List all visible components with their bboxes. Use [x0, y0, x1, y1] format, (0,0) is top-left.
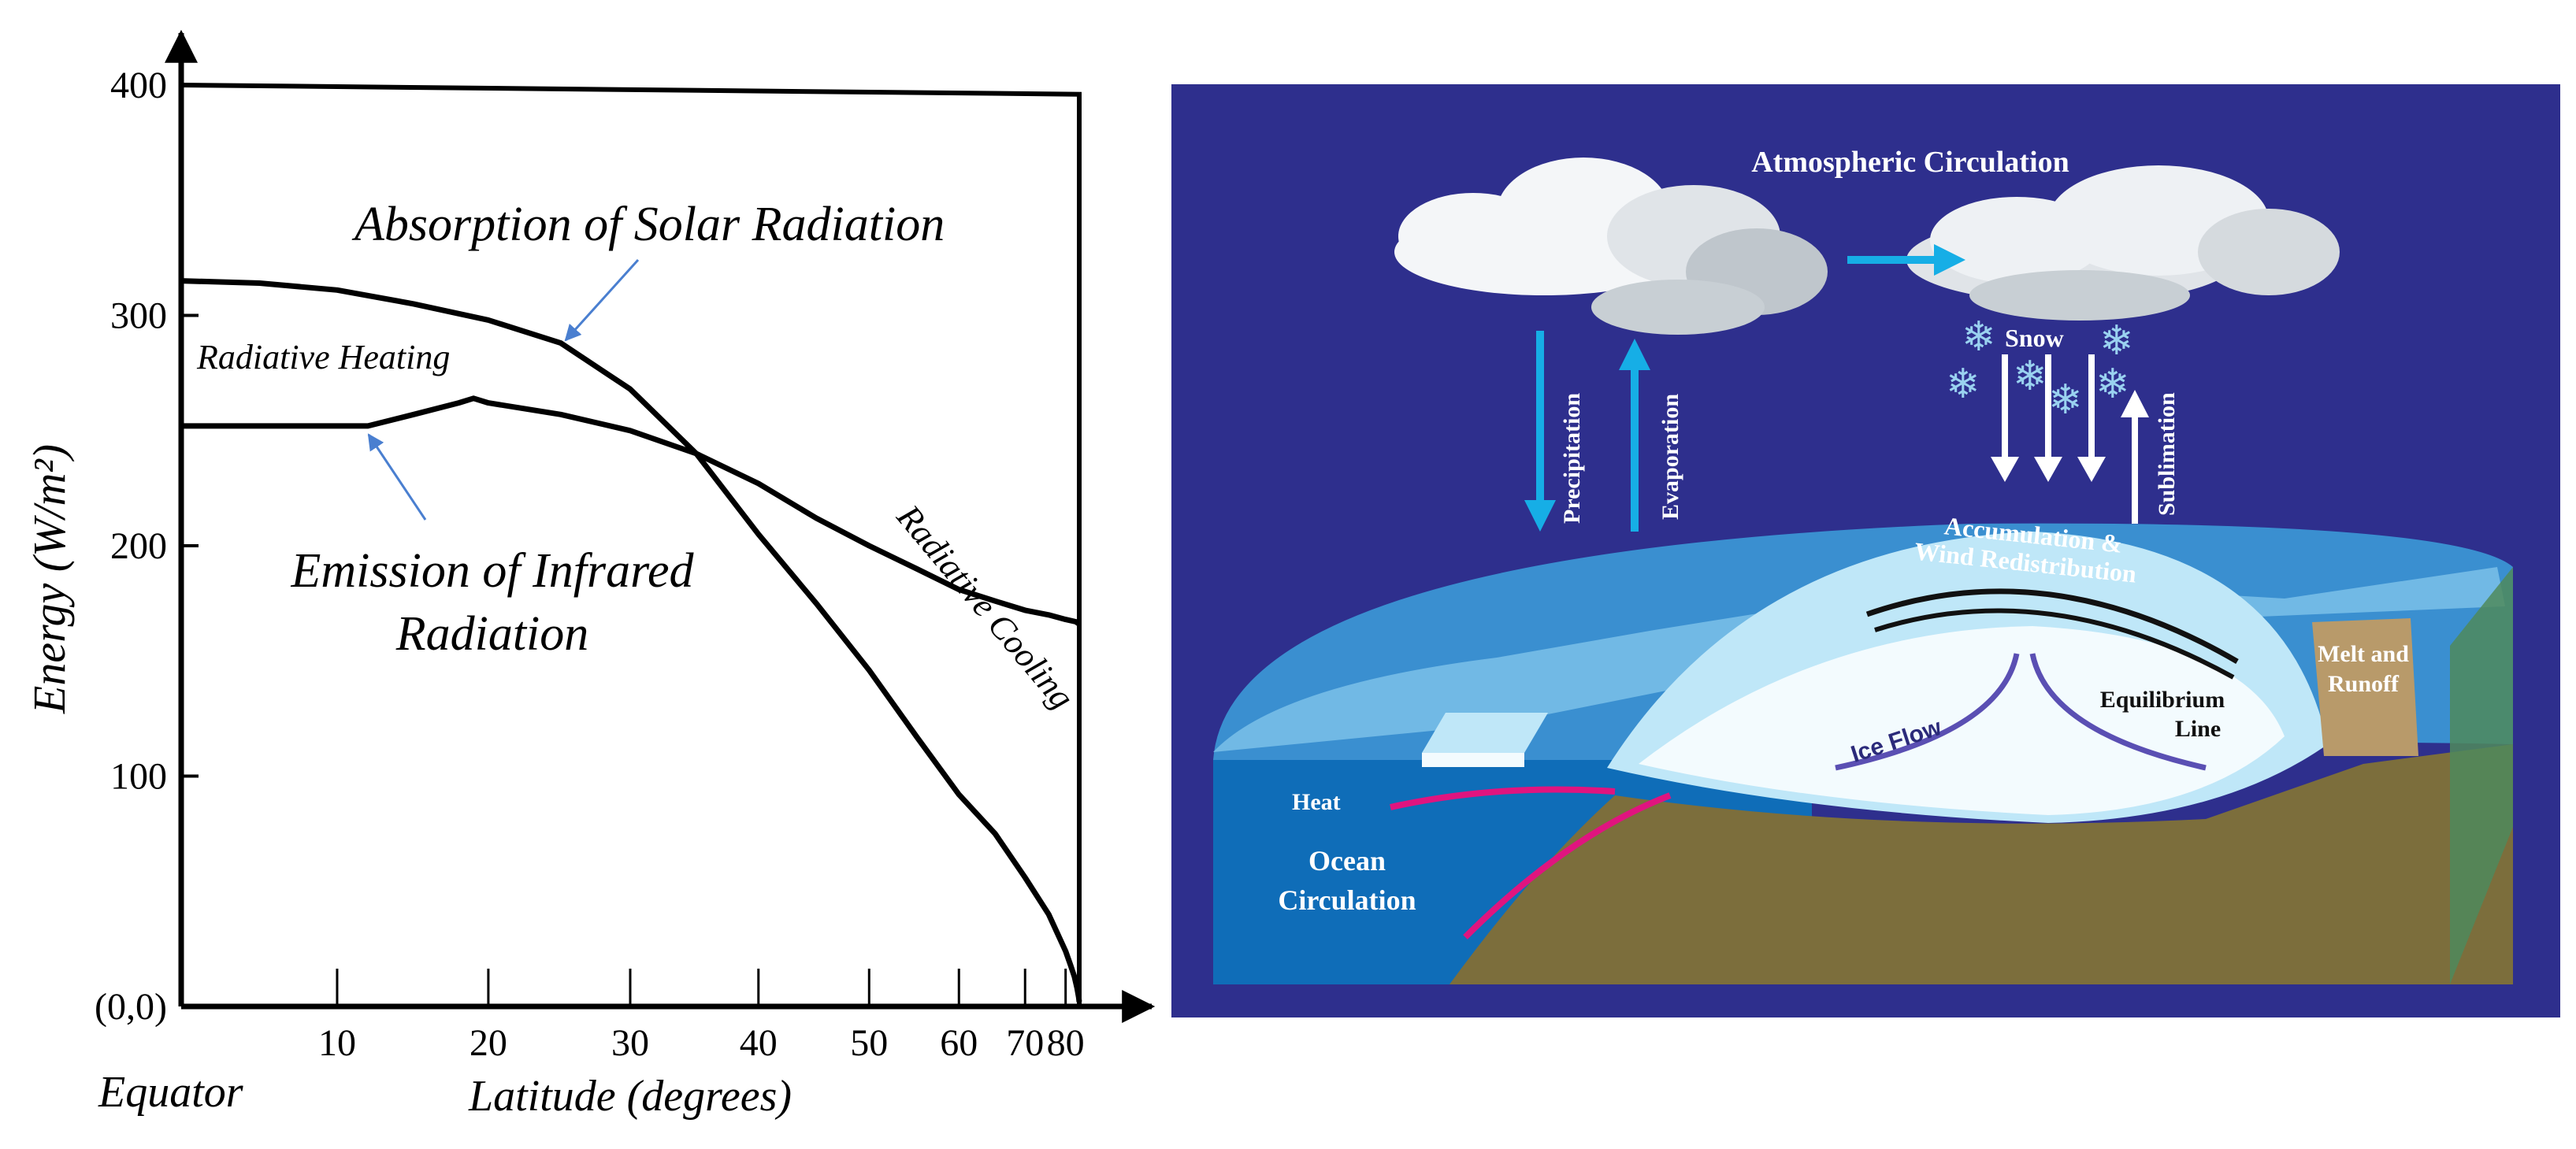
svg-text:❄: ❄ — [2013, 354, 2047, 399]
precipitation-label: Precipitation — [1559, 393, 1585, 524]
iceberg-top — [1422, 713, 1548, 753]
sublimation-arrow-head — [2121, 390, 2149, 417]
emission-pointer-arrow — [367, 433, 427, 521]
land-block — [1449, 744, 2513, 984]
cryosphere-diagram: ❄ ❄ ❄ ❄ ❄ ❄ Atmospheric Circulation Prec… — [1171, 84, 2560, 1017]
atmospheric-circulation-label: Atmospheric Circulation — [1751, 146, 2069, 179]
land-right-face — [2450, 567, 2513, 984]
ice-flow-arrow-left — [1835, 653, 2020, 771]
y-tick-label: 300 — [110, 295, 167, 337]
y-tick-label: 100 — [110, 756, 167, 798]
y-axis-label: Energy (W/m²) — [24, 444, 75, 714]
precipitation-arrow-head — [1524, 500, 1556, 532]
heat-label: Heat — [1292, 789, 1341, 815]
x-tick-label: 70 — [1006, 1022, 1044, 1064]
absorption-pointer-arrow — [564, 258, 640, 342]
radiative-cooling-label: Radiative Cooling — [889, 497, 1082, 716]
series-label-emission-line2: Radiation — [395, 607, 589, 661]
y-tick-label: 400 — [110, 65, 167, 106]
x-tick-label: 50 — [850, 1022, 888, 1064]
y-tick-label: (0,0) — [95, 986, 167, 1028]
iceberg — [1422, 753, 1524, 767]
melt-label-1: Melt and — [2318, 641, 2409, 667]
x-tick-label: 80 — [1047, 1022, 1085, 1064]
wind-redistribution-arrow-2 — [1874, 608, 2235, 680]
emission-infrared-line — [181, 395, 1082, 627]
x-origin-label: Equator — [98, 1068, 243, 1117]
ocean-circulation-label-1: Ocean — [1308, 845, 1386, 877]
evaporation-arrow-head — [1619, 339, 1650, 370]
melt-label-2: Runoff — [2328, 671, 2400, 697]
svg-text:❄: ❄ — [1962, 315, 1996, 360]
x-tick-label: 40 — [740, 1022, 778, 1064]
x-axis-label: Latitude (degrees) — [468, 1072, 792, 1121]
ice-flow-arrow-right — [2029, 653, 2207, 771]
cloud-arrow-head — [1934, 244, 1965, 276]
x-tick-label: 30 — [611, 1022, 649, 1064]
melt-runoff-area — [2312, 618, 2418, 756]
svg-text:❄: ❄ — [2048, 378, 2083, 423]
equilibrium-label-1: Equilibrium — [2100, 687, 2225, 713]
snow-arrows — [2002, 354, 2095, 461]
series-label-absorption: Absorption of Solar Radiation — [351, 198, 945, 251]
snow-arrow-heads — [1991, 457, 2106, 482]
evaporation-label: Evaporation — [1657, 394, 1683, 520]
wind-redistribution-arrow — [1865, 588, 2239, 665]
series-label-emission-line1: Emission of Infrared — [291, 544, 695, 598]
ocean-circulation-arrow — [1463, 792, 1672, 940]
equilibrium-label-2: Line — [2175, 716, 2221, 742]
axis-ticks — [181, 83, 1067, 1006]
heat-arrow — [1390, 786, 1616, 810]
y-tick-labels: (0,0) 100 200 300 400 — [95, 65, 167, 1028]
cloud-left — [1394, 158, 1828, 335]
y-tick-label: 200 — [110, 525, 167, 567]
x-tick-label: 20 — [470, 1022, 507, 1064]
absorption-solar-line — [180, 278, 1082, 1003]
svg-text:❄: ❄ — [1946, 362, 1980, 407]
cloud-right — [1906, 165, 2340, 321]
svg-text:❄: ❄ — [2095, 362, 2130, 407]
series-group — [180, 278, 1082, 1003]
x-tick-labels: 10 20 30 40 50 60 70 80 — [318, 1022, 1085, 1064]
sublimation-label: Sublimation — [2154, 392, 2180, 516]
snow-label: Snow — [2005, 324, 2064, 352]
energy-balance-chart: (0,0) 100 200 300 400 10 20 30 40 50 60 70 80 Energ… — [24, 29, 1156, 1121]
x-tick-label: 60 — [940, 1022, 978, 1064]
x-tick-label: 10 — [318, 1022, 356, 1064]
radiative-heating-label: Radiative Heating — [196, 338, 450, 376]
snowflake-icons: ❄ ❄ ❄ ❄ ❄ ❄ — [1946, 315, 2134, 423]
top-boundary-line — [180, 83, 1082, 1006]
ocean-circulation-label-2: Circulation — [1278, 884, 1416, 916]
svg-text:❄: ❄ — [2099, 319, 2134, 364]
